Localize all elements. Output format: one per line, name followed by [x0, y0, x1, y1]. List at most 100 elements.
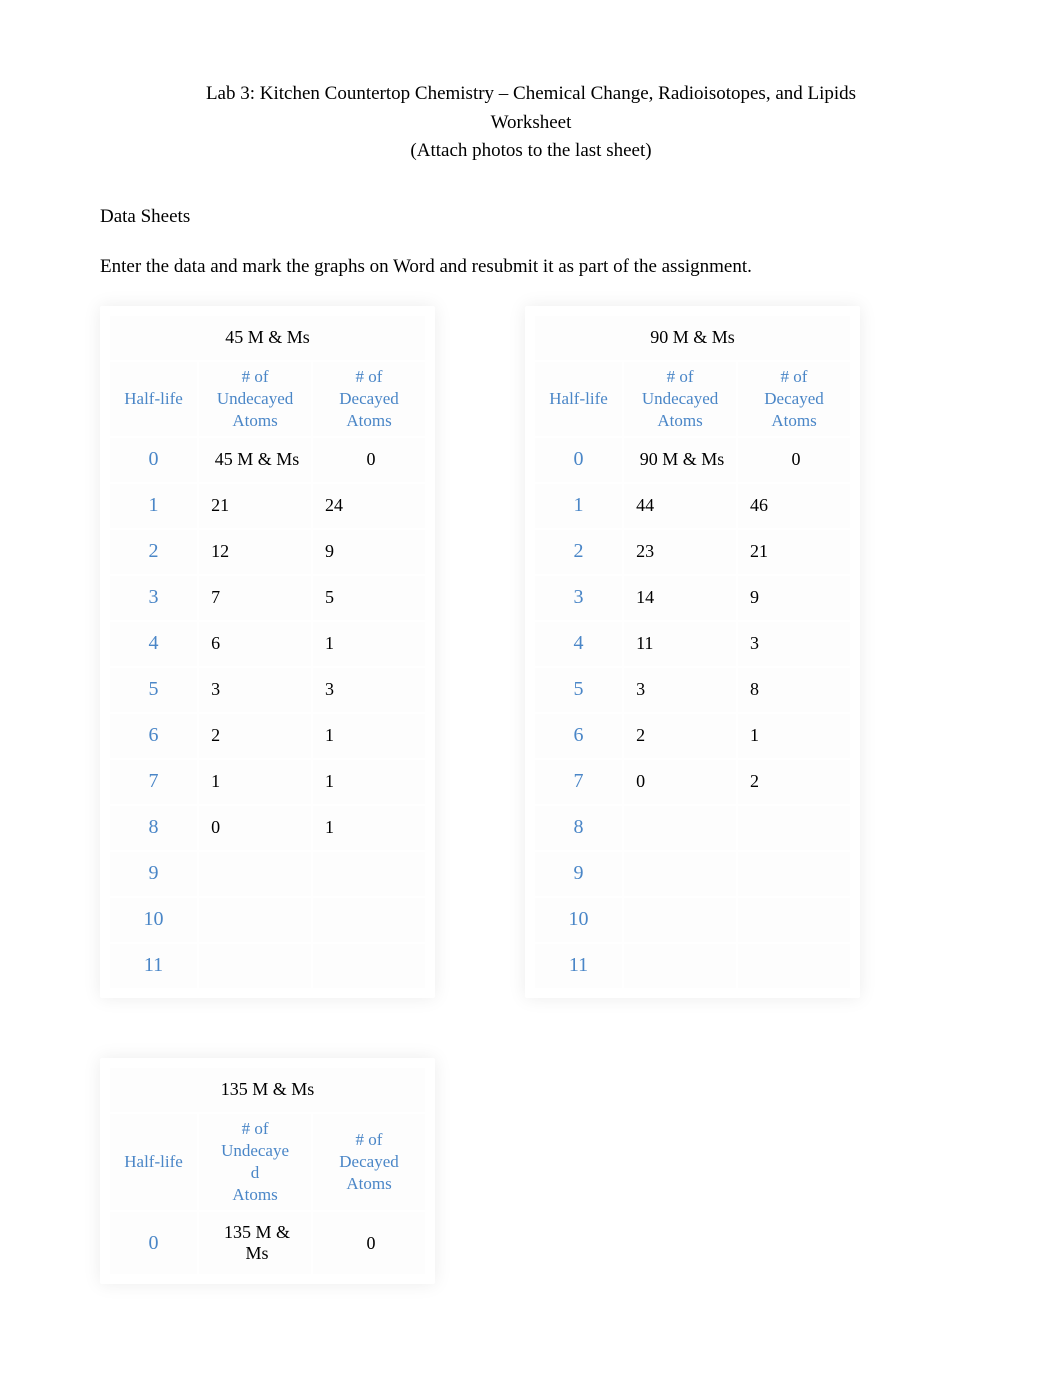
tables-row-top: 45 M & MsHalf-life# ofUndecayedAtoms# of… — [100, 306, 962, 998]
cell-undecayed: 14 — [624, 576, 736, 620]
table-row: 621 — [535, 714, 850, 758]
cell-decayed: 0 — [313, 1212, 425, 1274]
cell-halflife: 6 — [535, 714, 622, 758]
header-decayed: # ofDecayedAtoms — [313, 1114, 425, 1210]
table-row: 702 — [535, 760, 850, 804]
cell-undecayed — [624, 852, 736, 896]
table-135: 135 M & MsHalf-life# ofUndecayedAtoms# o… — [108, 1066, 427, 1276]
header-line-2: Worksheet — [100, 109, 962, 138]
cell-undecayed: 44 — [624, 484, 736, 528]
cell-halflife: 6 — [110, 714, 197, 758]
header-halflife: Half-life — [110, 362, 197, 436]
cell-undecayed — [199, 852, 311, 896]
cell-halflife: 9 — [535, 852, 622, 896]
cell-decayed: 0 — [313, 438, 425, 482]
cell-undecayed: 21 — [199, 484, 311, 528]
cell-undecayed: 23 — [624, 530, 736, 574]
table-title: 45 M & Ms — [110, 316, 425, 360]
cell-halflife: 11 — [110, 944, 197, 988]
cell-halflife: 0 — [110, 1212, 197, 1274]
cell-decayed: 1 — [313, 806, 425, 850]
header-line-1: Lab 3: Kitchen Countertop Chemistry – Ch… — [100, 80, 962, 109]
cell-undecayed: 12 — [199, 530, 311, 574]
cell-decayed — [738, 852, 850, 896]
cell-decayed — [313, 852, 425, 896]
cell-undecayed: 90 M & Ms — [624, 438, 736, 482]
cell-undecayed: 2 — [624, 714, 736, 758]
table-row: 2129 — [110, 530, 425, 574]
cell-decayed: 3 — [738, 622, 850, 666]
cell-halflife: 0 — [535, 438, 622, 482]
cell-decayed: 21 — [738, 530, 850, 574]
document-header: Lab 3: Kitchen Countertop Chemistry – Ch… — [100, 80, 962, 166]
table-row: 4113 — [535, 622, 850, 666]
cell-decayed: 8 — [738, 668, 850, 712]
table-45: 45 M & MsHalf-life# ofUndecayedAtoms# of… — [108, 314, 427, 990]
table-row: 11 — [110, 944, 425, 988]
cell-halflife: 1 — [535, 484, 622, 528]
cell-undecayed: 2 — [199, 714, 311, 758]
header-decayed: # ofDecayedAtoms — [738, 362, 850, 436]
table-row: 10 — [535, 898, 850, 942]
cell-halflife: 3 — [110, 576, 197, 620]
cell-decayed: 24 — [313, 484, 425, 528]
table-row: 12124 — [110, 484, 425, 528]
cell-decayed: 3 — [313, 668, 425, 712]
section-title: Data Sheets — [100, 206, 962, 228]
cell-decayed: 9 — [738, 576, 850, 620]
cell-undecayed: 45 M & Ms — [199, 438, 311, 482]
cell-undecayed — [199, 944, 311, 988]
cell-undecayed: 3 — [199, 668, 311, 712]
cell-decayed: 46 — [738, 484, 850, 528]
table-row: 11 — [535, 944, 850, 988]
cell-decayed: 2 — [738, 760, 850, 804]
table-90-wrapper: 90 M & MsHalf-life# ofUndecayedAtoms# of… — [525, 306, 860, 998]
cell-undecayed: 0 — [199, 806, 311, 850]
table-row: 14446 — [535, 484, 850, 528]
cell-halflife: 11 — [535, 944, 622, 988]
header-undecayed: # ofUndecayedAtoms — [624, 362, 736, 436]
cell-decayed — [738, 944, 850, 988]
cell-halflife: 2 — [535, 530, 622, 574]
cell-decayed: 1 — [738, 714, 850, 758]
tables-row-bottom: 135 M & MsHalf-life# ofUndecayedAtoms# o… — [100, 1058, 962, 1284]
table-row: 0135 M & Ms0 — [110, 1212, 425, 1274]
cell-halflife: 4 — [110, 622, 197, 666]
table-row: 045 M & Ms0 — [110, 438, 425, 482]
cell-decayed: 9 — [313, 530, 425, 574]
cell-undecayed: 6 — [199, 622, 311, 666]
table-row: 375 — [110, 576, 425, 620]
cell-halflife: 0 — [110, 438, 197, 482]
cell-undecayed — [624, 806, 736, 850]
cell-decayed — [738, 898, 850, 942]
cell-decayed: 1 — [313, 760, 425, 804]
cell-halflife: 8 — [110, 806, 197, 850]
table-row: 533 — [110, 668, 425, 712]
cell-undecayed — [199, 898, 311, 942]
cell-undecayed: 0 — [624, 760, 736, 804]
cell-decayed: 0 — [738, 438, 850, 482]
cell-halflife: 2 — [110, 530, 197, 574]
cell-decayed: 5 — [313, 576, 425, 620]
table-row: 801 — [110, 806, 425, 850]
cell-decayed: 1 — [313, 714, 425, 758]
header-decayed: # ofDecayedAtoms — [313, 362, 425, 436]
cell-decayed: 1 — [313, 622, 425, 666]
table-row: 10 — [110, 898, 425, 942]
cell-halflife: 4 — [535, 622, 622, 666]
cell-halflife: 1 — [110, 484, 197, 528]
table-row: 8 — [535, 806, 850, 850]
cell-undecayed: 3 — [624, 668, 736, 712]
cell-decayed — [313, 898, 425, 942]
header-halflife: Half-life — [110, 1114, 197, 1210]
cell-decayed — [738, 806, 850, 850]
table-row: 9 — [535, 852, 850, 896]
cell-halflife: 7 — [535, 760, 622, 804]
table-45-wrapper: 45 M & MsHalf-life# ofUndecayedAtoms# of… — [100, 306, 435, 998]
table-90: 90 M & MsHalf-life# ofUndecayedAtoms# of… — [533, 314, 852, 990]
cell-undecayed — [624, 944, 736, 988]
header-halflife: Half-life — [535, 362, 622, 436]
header-line-3: (Attach photos to the last sheet) — [100, 137, 962, 166]
table-row: 3149 — [535, 576, 850, 620]
table-title: 135 M & Ms — [110, 1068, 425, 1112]
